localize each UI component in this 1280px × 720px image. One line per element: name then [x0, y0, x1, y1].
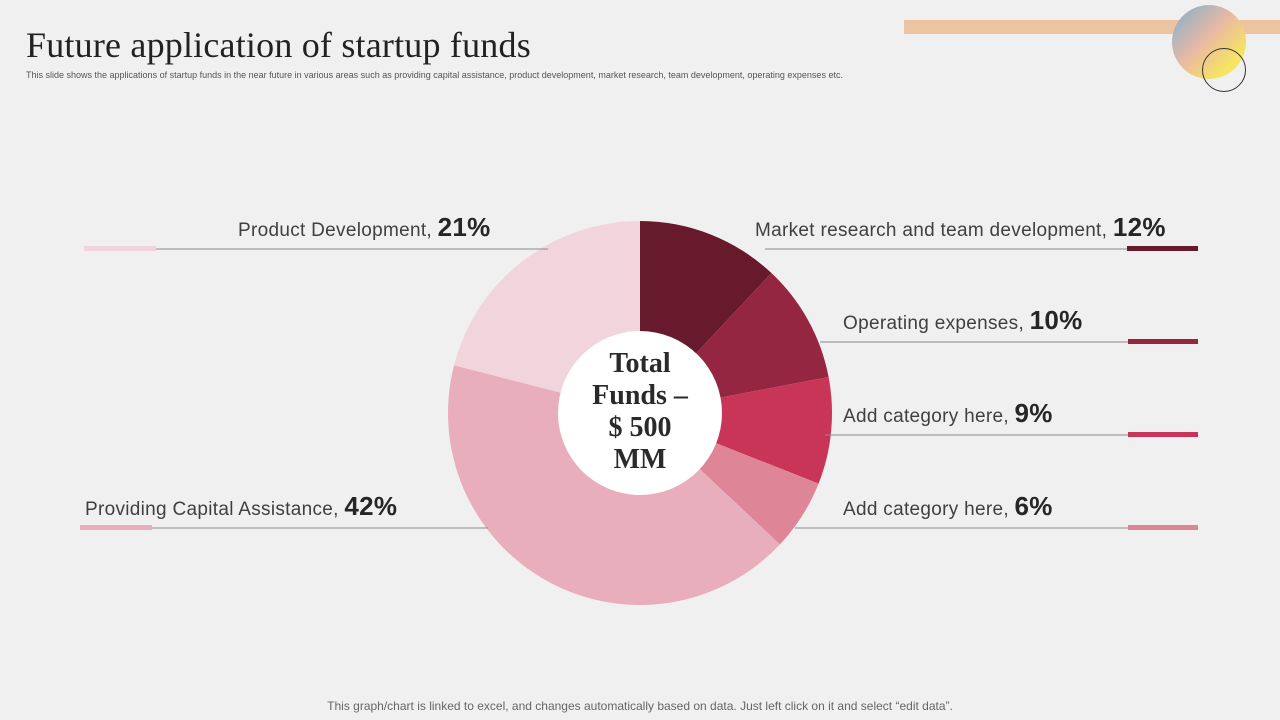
legend-marker-market-research: [1127, 246, 1198, 251]
pie-slice-category-a: [640, 377, 833, 484]
data-label-value: 42%: [344, 491, 398, 521]
data-label-text: Add category here,: [843, 499, 1009, 520]
chart-center-label: Total Funds – $ 500 MM: [560, 348, 720, 476]
legend-marker-operating-expenses: [1128, 339, 1198, 344]
slide-subtitle: This slide shows the applications of sta…: [26, 70, 843, 80]
data-label-value: 21%: [437, 212, 491, 242]
data-label-text: Operating expenses,: [843, 313, 1025, 334]
donut-hole: [558, 331, 722, 495]
data-label-value: 12%: [1112, 212, 1166, 242]
data-label-value: 10%: [1029, 305, 1083, 335]
data-label-value: 6%: [1014, 491, 1053, 521]
legend-marker-category-b: [1128, 525, 1198, 530]
center-line-2: Funds –: [592, 380, 688, 411]
center-line-4: MM: [613, 444, 667, 475]
legend-marker-capital-assistance: [80, 525, 152, 530]
data-label-market-research: Market research and team development, 12…: [755, 212, 1166, 243]
data-label-value: 9%: [1014, 398, 1053, 428]
footer-note: This graph/chart is linked to excel, and…: [327, 699, 953, 713]
data-label-category-b: Add category here, 6%: [843, 491, 1053, 522]
legend-marker-category-a: [1128, 432, 1198, 437]
center-line-3: $ 500: [608, 412, 672, 443]
legend-marker-product-development: [84, 246, 156, 251]
data-label-capital-assistance: Providing Capital Assistance, 42%: [85, 491, 397, 522]
data-label-text: Add category here,: [843, 406, 1009, 427]
data-label-category-a: Add category here, 9%: [843, 398, 1053, 429]
data-label-operating-expenses: Operating expenses, 10%: [843, 305, 1083, 336]
data-label-text: Market research and team development,: [755, 220, 1108, 241]
slide-title: Future application of startup funds: [26, 25, 531, 65]
data-label-text: Product Development,: [238, 220, 432, 241]
data-label-product-development: Product Development, 21%: [238, 212, 491, 243]
center-line-1: Total: [609, 348, 671, 379]
decorative-ring: [1202, 48, 1246, 92]
data-label-text: Providing Capital Assistance,: [85, 499, 339, 520]
